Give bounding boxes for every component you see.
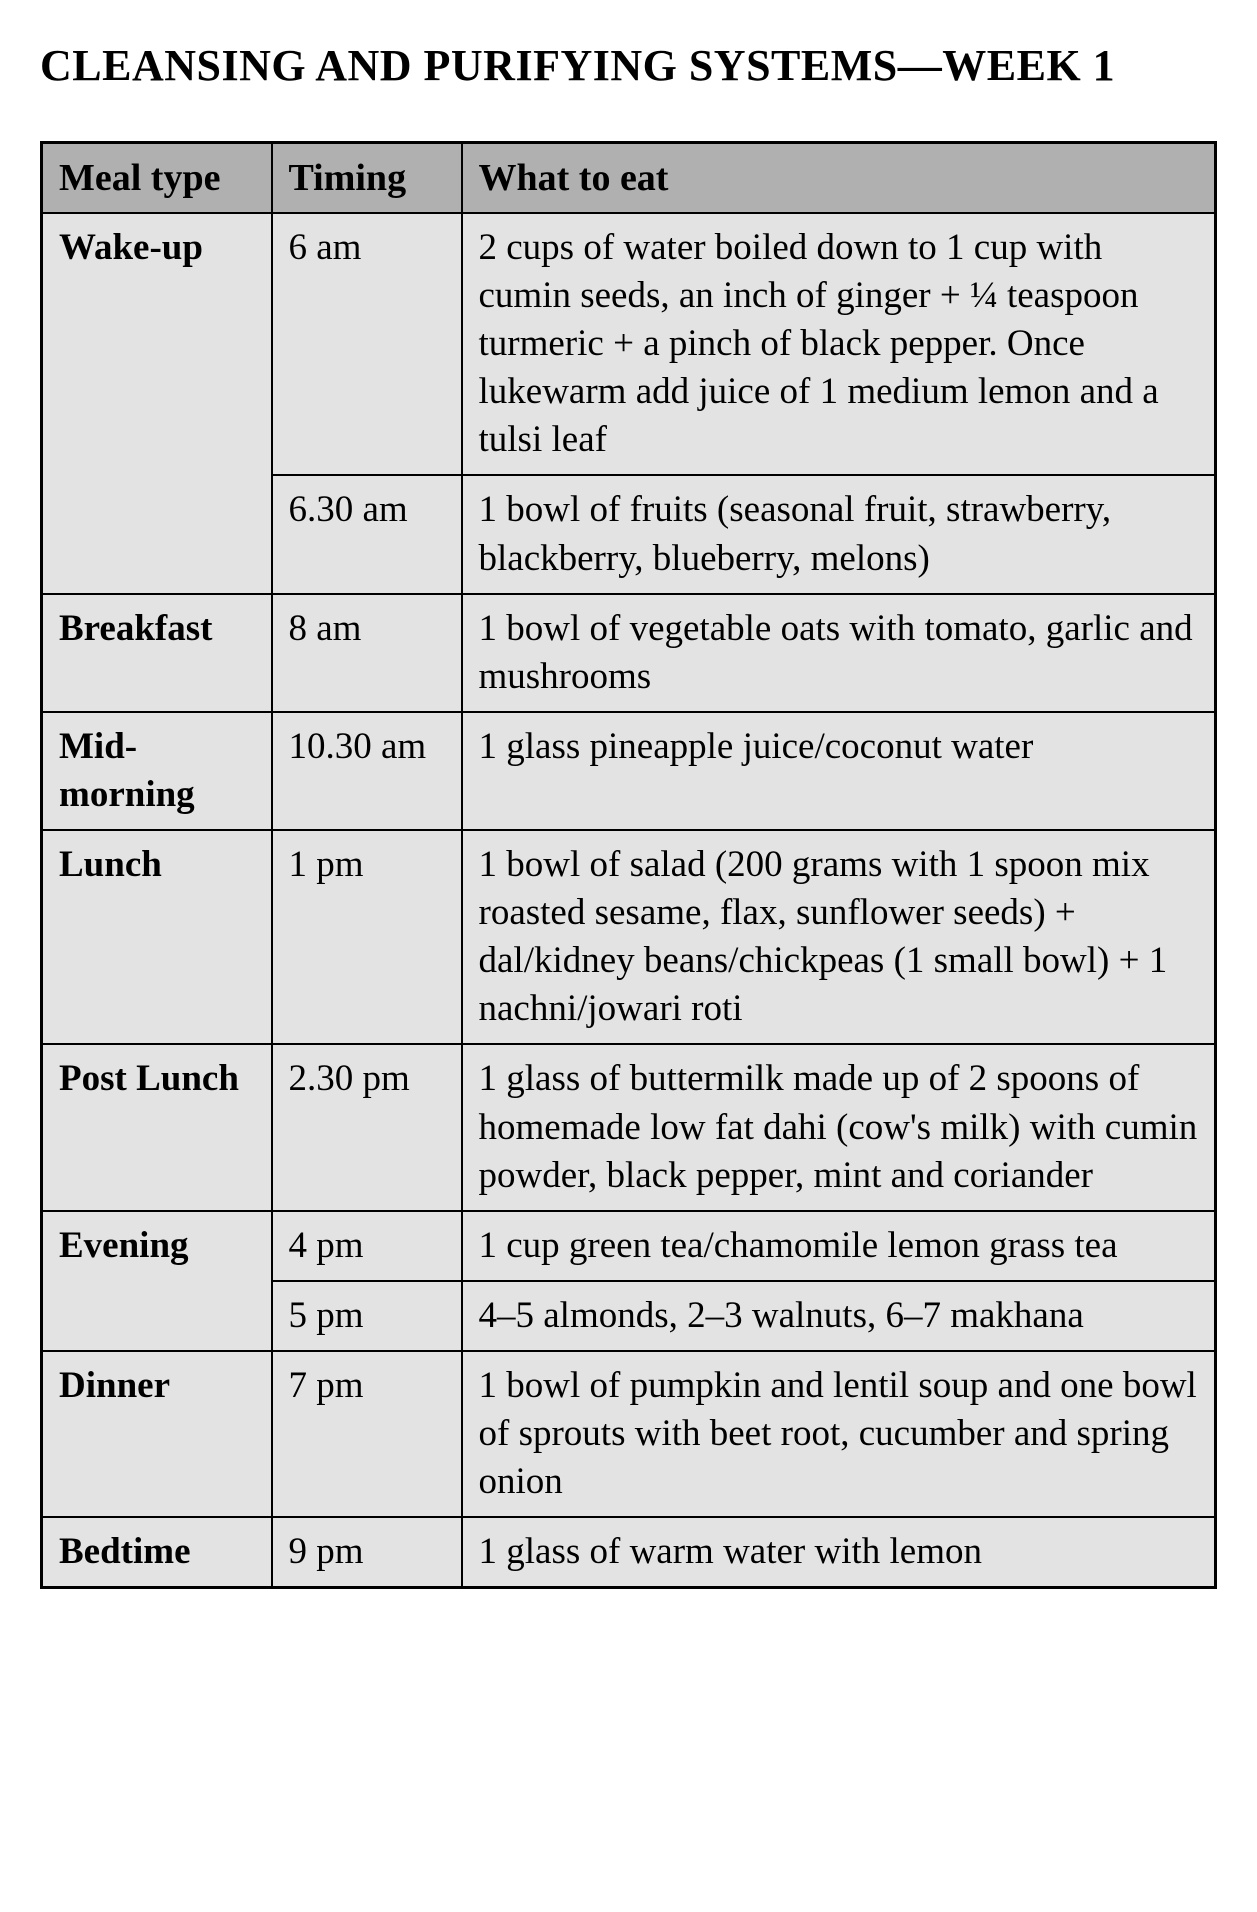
cell-timing: 4 pm: [272, 1211, 462, 1281]
cell-what-to-eat: 1 bowl of vegetable oats with tomato, ga…: [462, 594, 1216, 712]
cell-meal-type: Dinner: [42, 1351, 272, 1517]
meal-plan-table: Meal type Timing What to eat Wake-up 6 a…: [40, 141, 1217, 1589]
cell-timing: 9 pm: [272, 1517, 462, 1588]
page-title: CLEANSING AND PURIFYING SYSTEMS—WEEK 1: [40, 40, 1217, 91]
cell-meal-type: Mid-morning: [42, 712, 272, 830]
table-row: Evening 4 pm 1 cup green tea/chamomile l…: [42, 1211, 1216, 1281]
cell-timing: 8 am: [272, 594, 462, 712]
header-meal-type: Meal type: [42, 143, 272, 214]
table-row: Post Lunch 2.30 pm 1 glass of buttermilk…: [42, 1044, 1216, 1210]
table-header-row: Meal type Timing What to eat: [42, 143, 1216, 214]
table-row: Lunch 1 pm 1 bowl of salad (200 grams wi…: [42, 830, 1216, 1044]
cell-timing: 7 pm: [272, 1351, 462, 1517]
table-row: Bedtime 9 pm 1 glass of warm water with …: [42, 1517, 1216, 1588]
cell-what-to-eat: 1 glass of warm water with lemon: [462, 1517, 1216, 1588]
cell-timing: 5 pm: [272, 1281, 462, 1351]
cell-meal-type: Evening: [42, 1211, 272, 1351]
table-row: Mid-morning 10.30 am 1 glass pineapple j…: [42, 712, 1216, 830]
cell-what-to-eat: 1 glass pineapple juice/coconut water: [462, 712, 1216, 830]
cell-what-to-eat: 1 bowl of pumpkin and lentil soup and on…: [462, 1351, 1216, 1517]
table-row: Wake-up 6 am 2 cups of water boiled down…: [42, 213, 1216, 475]
table-row: Dinner 7 pm 1 bowl of pumpkin and lentil…: [42, 1351, 1216, 1517]
cell-timing: 6 am: [272, 213, 462, 475]
cell-what-to-eat: 4–5 almonds, 2–3 walnuts, 6–7 makhana: [462, 1281, 1216, 1351]
header-timing: Timing: [272, 143, 462, 214]
cell-meal-type: Lunch: [42, 830, 272, 1044]
header-what-to-eat: What to eat: [462, 143, 1216, 214]
cell-timing: 1 pm: [272, 830, 462, 1044]
cell-timing: 10.30 am: [272, 712, 462, 830]
cell-timing: 2.30 pm: [272, 1044, 462, 1210]
cell-meal-type: Post Lunch: [42, 1044, 272, 1210]
table-row: Breakfast 8 am 1 bowl of vegetable oats …: [42, 594, 1216, 712]
cell-what-to-eat: 2 cups of water boiled down to 1 cup wit…: [462, 213, 1216, 475]
cell-timing: 6.30 am: [272, 475, 462, 593]
cell-meal-type: Wake-up: [42, 213, 272, 594]
cell-what-to-eat: 1 bowl of salad (200 grams with 1 spoon …: [462, 830, 1216, 1044]
cell-what-to-eat: 1 bowl of fruits (seasonal fruit, strawb…: [462, 475, 1216, 593]
cell-meal-type: Breakfast: [42, 594, 272, 712]
cell-what-to-eat: 1 glass of buttermilk made up of 2 spoon…: [462, 1044, 1216, 1210]
cell-what-to-eat: 1 cup green tea/chamomile lemon grass te…: [462, 1211, 1216, 1281]
cell-meal-type: Bedtime: [42, 1517, 272, 1588]
